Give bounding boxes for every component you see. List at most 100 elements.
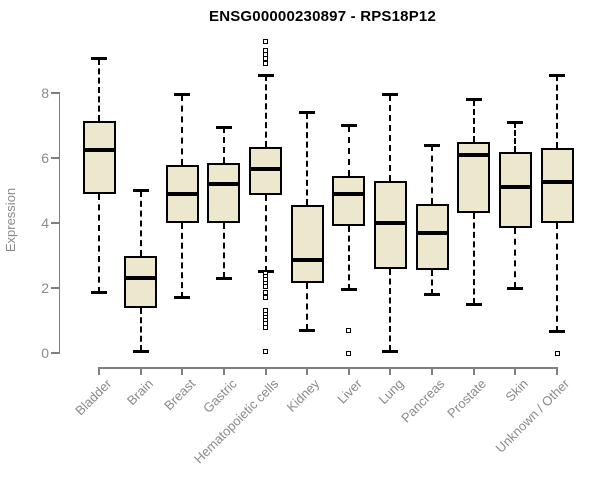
y-tick-mark bbox=[51, 92, 59, 94]
lower-whisker-cap bbox=[382, 349, 399, 353]
iqr-box bbox=[290, 205, 324, 284]
iqr-box bbox=[332, 175, 366, 227]
x-tick-label: Bladder bbox=[72, 376, 115, 419]
lower-whisker bbox=[389, 268, 392, 352]
x-tick-mark bbox=[431, 368, 434, 375]
median-line bbox=[457, 152, 491, 157]
lower-whisker bbox=[306, 283, 309, 331]
lower-whisker-cap bbox=[424, 293, 441, 296]
outlier-point bbox=[263, 348, 269, 354]
median-line bbox=[290, 258, 324, 263]
x-tick-label: Breast bbox=[160, 376, 198, 414]
x-tick-label: Brain bbox=[124, 376, 157, 409]
lower-whisker bbox=[222, 223, 225, 279]
outlier-point bbox=[263, 38, 269, 44]
chart-title: ENSG00000230897 - RPS18P12 bbox=[208, 8, 437, 25]
x-tick-mark bbox=[389, 368, 392, 375]
lower-whisker bbox=[514, 227, 517, 288]
x-axis-line bbox=[98, 367, 558, 369]
upper-whisker bbox=[264, 75, 267, 147]
lower-whisker-cap bbox=[299, 328, 316, 332]
x-tick-label: Skin bbox=[502, 376, 531, 405]
upper-whisker-cap bbox=[257, 73, 274, 77]
upper-whisker-cap bbox=[91, 57, 107, 61]
y-tick-label: 6 bbox=[41, 150, 49, 166]
median-line bbox=[165, 191, 199, 196]
upper-whisker-cap bbox=[465, 98, 482, 101]
y-tick-mark bbox=[51, 222, 59, 224]
lower-whisker bbox=[347, 226, 350, 290]
lower-whisker bbox=[431, 270, 434, 295]
iqr-box bbox=[540, 148, 574, 223]
median-line bbox=[124, 276, 158, 281]
lower-whisker bbox=[139, 307, 142, 352]
x-tick-mark bbox=[98, 368, 100, 375]
outlier-point bbox=[554, 350, 560, 356]
outlier-point bbox=[346, 350, 352, 356]
x-tick-label: Kidney bbox=[284, 376, 323, 415]
y-tick-label: 8 bbox=[41, 85, 49, 101]
x-tick-label: Unknown / Other bbox=[493, 376, 573, 456]
upper-whisker bbox=[556, 75, 558, 149]
upper-whisker bbox=[306, 112, 309, 206]
upper-whisker-cap bbox=[132, 189, 149, 192]
y-axis-title: Expression bbox=[3, 187, 18, 253]
outlier-point bbox=[263, 51, 269, 57]
upper-whisker bbox=[514, 122, 517, 152]
lower-whisker-cap bbox=[465, 302, 482, 306]
upper-whisker-cap bbox=[174, 93, 191, 97]
y-tick-label: 2 bbox=[41, 280, 49, 296]
upper-whisker-cap bbox=[382, 93, 399, 97]
upper-whisker-cap bbox=[549, 73, 565, 77]
lower-whisker bbox=[264, 195, 267, 272]
x-tick-mark bbox=[472, 368, 475, 375]
y-tick-label: 0 bbox=[41, 345, 49, 361]
x-tick-mark bbox=[556, 368, 558, 375]
lower-whisker bbox=[98, 193, 100, 293]
lower-whisker-cap bbox=[91, 291, 107, 295]
outlier-point bbox=[263, 61, 269, 67]
lower-whisker bbox=[556, 223, 558, 332]
outlier-point bbox=[263, 324, 269, 330]
outlier-point bbox=[263, 290, 269, 296]
lower-whisker-cap bbox=[549, 330, 565, 334]
y-tick-mark bbox=[51, 287, 59, 289]
outlier-point bbox=[263, 295, 269, 301]
x-tick-mark bbox=[139, 368, 142, 375]
iqr-box bbox=[207, 162, 241, 223]
median-line bbox=[82, 147, 116, 152]
x-tick-mark bbox=[347, 368, 350, 375]
upper-whisker-cap bbox=[299, 111, 316, 114]
iqr-box bbox=[498, 151, 532, 228]
x-tick-label: Gastric bbox=[199, 376, 240, 416]
x-tick-mark bbox=[222, 368, 225, 375]
lower-whisker bbox=[181, 223, 184, 298]
upper-whisker bbox=[181, 94, 184, 165]
y-tick-label: 4 bbox=[41, 215, 49, 231]
x-tick-label: Liver bbox=[333, 376, 365, 407]
upper-whisker-cap bbox=[424, 143, 441, 147]
lower-whisker-cap bbox=[215, 276, 232, 280]
median-line bbox=[332, 191, 366, 196]
median-line bbox=[540, 180, 574, 185]
x-tick-mark bbox=[514, 368, 517, 375]
iqr-box bbox=[124, 255, 158, 308]
outlier-point bbox=[263, 56, 269, 62]
iqr-box bbox=[82, 120, 116, 194]
median-line bbox=[373, 221, 407, 225]
lower-whisker-cap bbox=[340, 288, 357, 292]
outlier-point bbox=[346, 327, 352, 333]
outlier-point bbox=[263, 283, 269, 289]
upper-whisker-cap bbox=[215, 125, 232, 129]
lower-whisker-cap bbox=[174, 296, 191, 300]
x-tick-mark bbox=[306, 368, 309, 375]
upper-whisker bbox=[139, 190, 142, 256]
x-tick-label: Prostate bbox=[444, 376, 490, 421]
median-line bbox=[249, 167, 283, 172]
lower-whisker bbox=[472, 213, 475, 305]
lower-whisker-cap bbox=[132, 349, 149, 353]
y-axis-line bbox=[58, 92, 60, 354]
upper-whisker bbox=[431, 145, 434, 204]
median-line bbox=[498, 185, 532, 190]
